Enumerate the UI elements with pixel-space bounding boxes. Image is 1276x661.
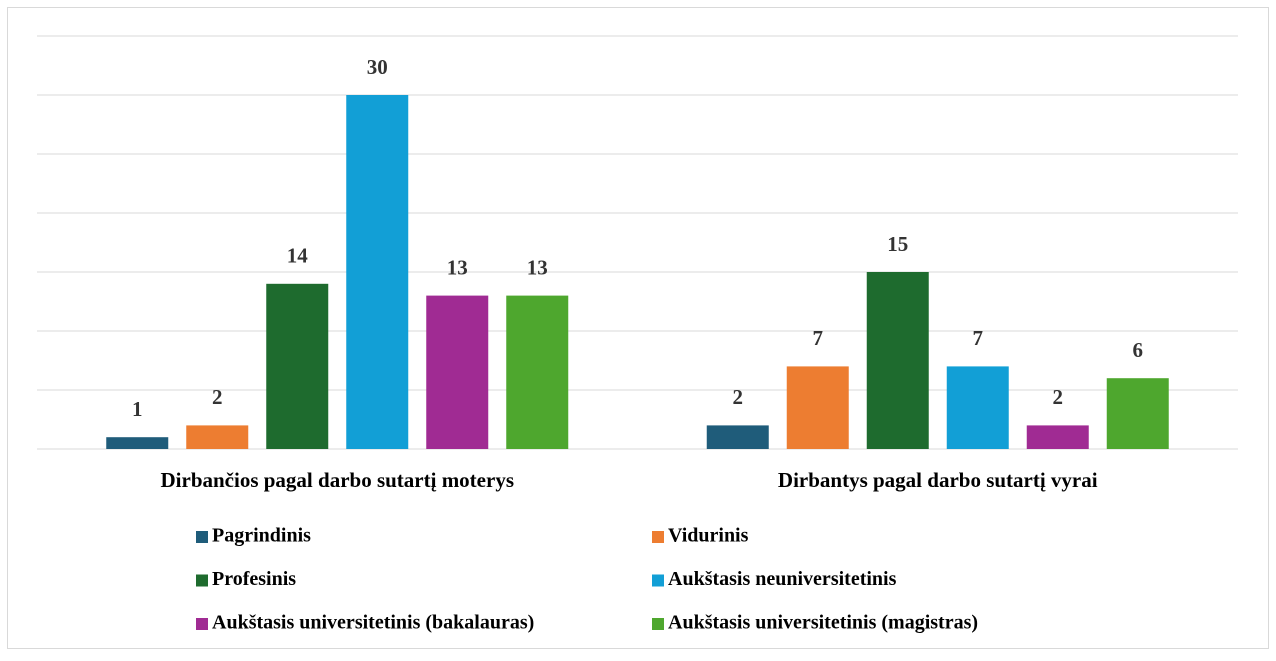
data-label: 2: [733, 385, 744, 409]
legend-label: Aukštasis neuniversitetinis: [668, 568, 897, 590]
data-label: 7: [973, 326, 984, 350]
legend-swatch: [652, 574, 664, 587]
legend-swatch: [196, 574, 208, 587]
data-label: 2: [212, 385, 223, 409]
data-label: 14: [287, 244, 309, 268]
data-label: 6: [1133, 338, 1144, 362]
bar: [186, 425, 249, 449]
data-label: 15: [887, 232, 908, 256]
bar: [506, 295, 569, 449]
x-tick-label: Dirbantys pagal darbo sutartį vyrai: [778, 468, 1098, 492]
chart-border: [7, 7, 1269, 649]
bar: [266, 283, 329, 449]
legend-swatch: [652, 531, 664, 543]
data-label: 2: [1053, 385, 1064, 409]
legend-label: Aukštasis universitetinis (bakalauras): [212, 612, 534, 634]
legend-swatch: [196, 618, 208, 630]
bar: [786, 366, 849, 449]
bar: [1106, 378, 1169, 449]
bar: [946, 366, 1009, 449]
x-tick-label: Dirbančios pagal darbo sutartį moterys: [161, 468, 515, 492]
data-label: 13: [447, 255, 468, 279]
bar: [706, 425, 769, 449]
bar: [106, 437, 169, 449]
legend-swatch: [196, 531, 208, 543]
bar: [866, 272, 929, 449]
bar: [426, 295, 489, 449]
bar: [346, 95, 409, 449]
bar: [1026, 425, 1089, 449]
legend-label: Profesinis: [212, 568, 296, 590]
data-label: 7: [813, 326, 824, 350]
legend-label: Vidurinis: [668, 525, 749, 547]
data-label: 13: [527, 255, 548, 279]
legend-label: Pagrindinis: [212, 525, 311, 547]
data-label: 30: [367, 55, 388, 79]
data-label: 1: [132, 397, 143, 421]
legend-label: Aukštasis universitetinis (magistras): [668, 612, 978, 634]
legend-swatch: [652, 618, 664, 630]
